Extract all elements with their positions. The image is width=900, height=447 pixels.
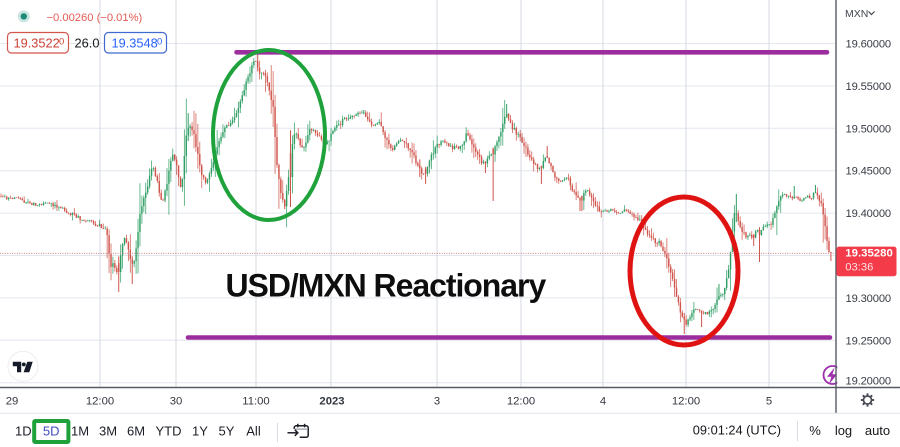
svg-text:30: 30 — [170, 395, 183, 407]
svg-text:5Y: 5Y — [219, 423, 235, 438]
svg-text:5D: 5D — [43, 423, 60, 438]
svg-text:19.25000: 19.25000 — [846, 335, 891, 347]
svg-text:YTD: YTD — [156, 423, 182, 438]
svg-text:19.40000: 19.40000 — [846, 208, 891, 220]
svg-text:29: 29 — [6, 395, 19, 407]
svg-text:09:01:24 (UTC): 09:01:24 (UTC) — [693, 423, 781, 438]
svg-text:5: 5 — [766, 395, 772, 407]
svg-text:19.3548: 19.3548 — [112, 36, 158, 51]
svg-text:auto: auto — [865, 423, 890, 438]
svg-text:19.60000: 19.60000 — [846, 39, 891, 51]
svg-text:3M: 3M — [99, 423, 117, 438]
svg-text:19.3522: 19.3522 — [14, 36, 60, 51]
svg-text:%: % — [809, 423, 821, 438]
svg-text:03:36: 03:36 — [845, 262, 873, 274]
svg-text:0: 0 — [59, 37, 64, 48]
svg-text:1Y: 1Y — [192, 423, 208, 438]
svg-text:19.35280: 19.35280 — [845, 247, 893, 259]
svg-text:12:00: 12:00 — [86, 395, 114, 407]
svg-text:12:00: 12:00 — [672, 395, 700, 407]
svg-text:6M: 6M — [127, 423, 145, 438]
svg-text:−0.00260 (−0.01%): −0.00260 (−0.01%) — [47, 12, 143, 24]
svg-text:3: 3 — [434, 395, 440, 407]
svg-text:USD/MXN Reactionary: USD/MXN Reactionary — [226, 268, 547, 304]
svg-text:26.0: 26.0 — [75, 36, 100, 51]
svg-text:1M: 1M — [71, 423, 89, 438]
svg-text:2023: 2023 — [319, 395, 344, 407]
svg-text:log: log — [835, 423, 852, 438]
svg-text:All: All — [246, 423, 261, 438]
svg-text:4: 4 — [600, 395, 606, 407]
svg-text:MXN: MXN — [845, 8, 868, 20]
svg-text:11:00: 11:00 — [242, 395, 269, 407]
svg-text:19.20000: 19.20000 — [846, 375, 891, 387]
svg-text:1D: 1D — [15, 423, 32, 438]
svg-text:19.50000: 19.50000 — [846, 123, 891, 135]
svg-text:19.30000: 19.30000 — [846, 293, 891, 305]
svg-text:0: 0 — [157, 37, 162, 48]
svg-text:12:00: 12:00 — [507, 395, 535, 407]
svg-text:19.45000: 19.45000 — [846, 166, 891, 178]
svg-text:19.55000: 19.55000 — [846, 81, 891, 93]
